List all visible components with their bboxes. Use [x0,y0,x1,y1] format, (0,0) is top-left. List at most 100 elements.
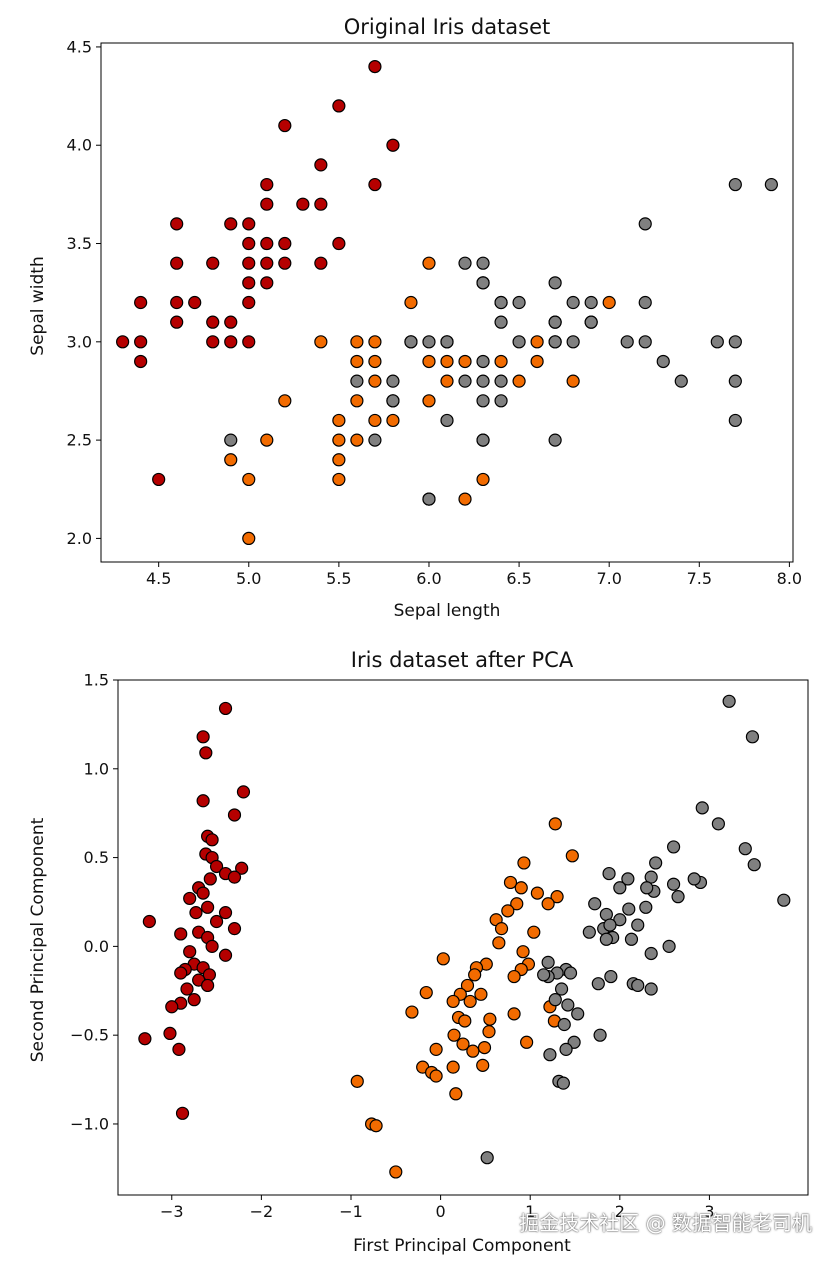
scatter-point-class-1 [404,295,418,310]
scatter-point-class-0 [332,236,346,251]
scatter-point-class-2 [494,315,508,329]
scatter-point-class-2 [480,1151,494,1165]
x-tick-label: 0 [436,1202,446,1221]
scatter-point-class-2 [777,893,791,907]
scatter-point-class-0 [332,99,346,113]
scatter-point-class-2 [422,492,436,506]
y-tick-label: −1.0 [70,1114,109,1133]
scatter-point-class-0 [170,256,184,270]
scatter-point-class-2 [476,374,490,388]
scatter-point-class-2 [476,433,490,447]
scatter-point-class-0 [205,833,219,847]
scatter-point-class-2 [476,256,490,270]
x-tick-label: 4.5 [146,569,171,588]
scatter-point-class-2 [622,902,636,916]
y-tick-label: 1.0 [84,759,109,778]
scatter-point-class-0 [242,236,256,251]
scatter-point-class-0 [314,197,328,211]
scatter-point-class-2 [537,968,551,982]
x-tick-label: 3 [704,1202,714,1221]
scatter-point-class-1 [516,945,530,959]
scatter-point-class-2 [631,918,645,932]
scatter-point-class-0 [134,354,148,369]
x-tick-label: 2 [615,1202,625,1221]
scatter-point-class-0 [183,945,197,959]
scatter-point-class-2 [656,354,670,369]
scatter-point-class-0 [183,891,197,906]
scatter-point-class-1 [501,904,515,918]
scatter-point-class-2 [556,1076,570,1090]
x-tick-label: 7.0 [596,569,621,588]
scatter-point-class-0 [202,968,217,982]
scatter-point-class-0 [134,335,148,349]
scatter-point-class-2 [638,295,652,310]
scatter-point-class-0 [196,886,210,900]
scatter-point-class-2 [386,374,400,388]
scatter-point-class-2 [621,872,635,886]
scatter-point-class-1 [447,1028,461,1042]
y-tick-label: 3.5 [67,234,92,253]
scatter-point-class-1 [429,1069,443,1083]
scatter-point-class-1 [440,374,454,388]
scatter-point-class-2 [666,840,681,854]
scatter-point-class-0 [224,315,238,329]
x-tick-label: −1 [339,1202,363,1221]
scatter-point-class-1 [369,1119,383,1133]
scatter-point-class-1 [492,936,506,950]
scatter-point-class-2 [559,1042,573,1056]
scatter-point-class-2 [368,433,382,447]
scatter-point-class-2 [350,374,364,388]
scatter-point-class-1 [242,531,256,546]
scatter-point-class-0 [242,276,256,290]
scatter-point-class-2 [602,866,616,881]
scatter-point-class-1 [477,1041,492,1055]
scatter-point-class-2 [640,881,654,895]
scatter-point-class-1 [456,1037,470,1051]
scatter-point-class-1 [446,994,460,1009]
scatter-point-class-0 [227,922,242,936]
scatter-point-class-2 [548,433,562,447]
scatter-point-class-2 [571,1007,585,1021]
scatter-point-class-0 [180,982,194,996]
scatter-point-class-1 [332,433,346,447]
scatter-point-class-1 [389,1165,403,1179]
scatter-point-class-1 [510,897,524,911]
scatter-point-class-0 [165,1000,179,1014]
scatter-point-class-2 [476,354,490,369]
scatter-point-class-1 [483,1012,497,1026]
scatter-point-class-0 [170,315,184,329]
scatter-point-class-0 [172,1042,186,1056]
scatter-point-class-2 [584,295,598,310]
scatter-point-class-1 [530,354,544,369]
scatter-point-class-0 [242,335,256,349]
scatter-point-class-0 [152,472,166,487]
x-tick-label: 8.0 [777,569,802,588]
scatter-point-class-1 [242,472,256,487]
scatter-point-class-2 [639,900,653,914]
scatter-point-class-0 [314,256,328,270]
scatter-point-class-1 [476,472,490,487]
scatter-point-class-1 [530,886,544,900]
scatter-point-class-2 [541,955,555,969]
scatter-point-class-0 [260,177,274,192]
scatter-point-class-0 [174,927,188,941]
scatter-point-class-1 [436,952,450,966]
scatter-point-class-1 [350,394,364,408]
scatter-point-class-1 [429,1042,443,1056]
scatter-point-class-0 [227,870,242,884]
y-tick-label: 2.5 [67,431,92,450]
scatter-point-class-2 [440,413,454,428]
scatter-point-class-1 [368,354,382,369]
scatter-point-class-2 [591,977,605,991]
scatter-point-class-0 [174,966,188,980]
scatter-point-class-0 [278,236,292,251]
scatter-point-class-2 [561,998,575,1012]
x-tick-label: 6.0 [416,569,441,588]
scatter-point-class-2 [512,295,526,310]
scatter-point-class-2 [624,932,639,946]
scatter-point-class-2 [476,276,490,290]
watermark: 掘金技术社区 @ 数据智能老司机 [519,1211,812,1235]
scatter-point-class-1 [494,354,508,369]
scatter-point-class-0 [142,914,156,929]
